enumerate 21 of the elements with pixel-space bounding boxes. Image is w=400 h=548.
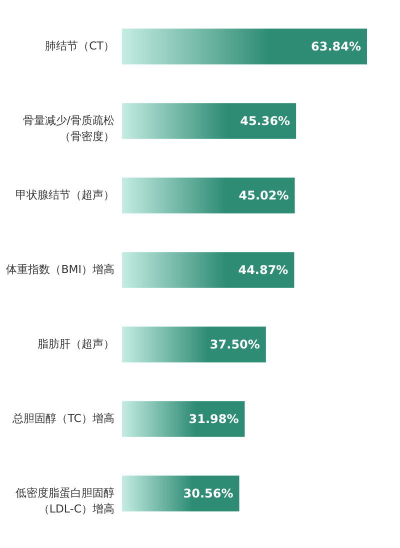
y-tick-label: 肺结节（CT）	[45, 40, 114, 53]
bar	[122, 252, 294, 288]
y-tick-label: 体重指数（BMI）增高	[6, 263, 114, 276]
data-label: 45.02%	[238, 188, 289, 202]
data-label: 37.50%	[210, 338, 260, 352]
y-tick-label: 甲状腺结节（超声）	[16, 188, 114, 202]
data-label: 45.36%	[240, 114, 290, 128]
y-tick-label: 低密度脂蛋白胆固醇（LDL-C）增高	[16, 486, 114, 516]
data-label: 30.56%	[183, 486, 234, 500]
data-label: 44.87%	[238, 263, 288, 277]
bar	[122, 476, 240, 512]
bar	[122, 103, 296, 139]
data-label: 31.98%	[188, 412, 239, 426]
bar	[122, 326, 266, 362]
data-label: 63.84%	[311, 40, 361, 54]
y-tick-label: 总胆固醇（TC）增高	[12, 412, 114, 425]
y-tick-label: 脂肪肝（超声）	[38, 338, 114, 350]
y-tick-label: 骨量减少/骨质疏松（骨密度）	[22, 114, 114, 144]
bar	[122, 401, 245, 437]
bar	[122, 28, 367, 64]
bar	[122, 178, 295, 214]
